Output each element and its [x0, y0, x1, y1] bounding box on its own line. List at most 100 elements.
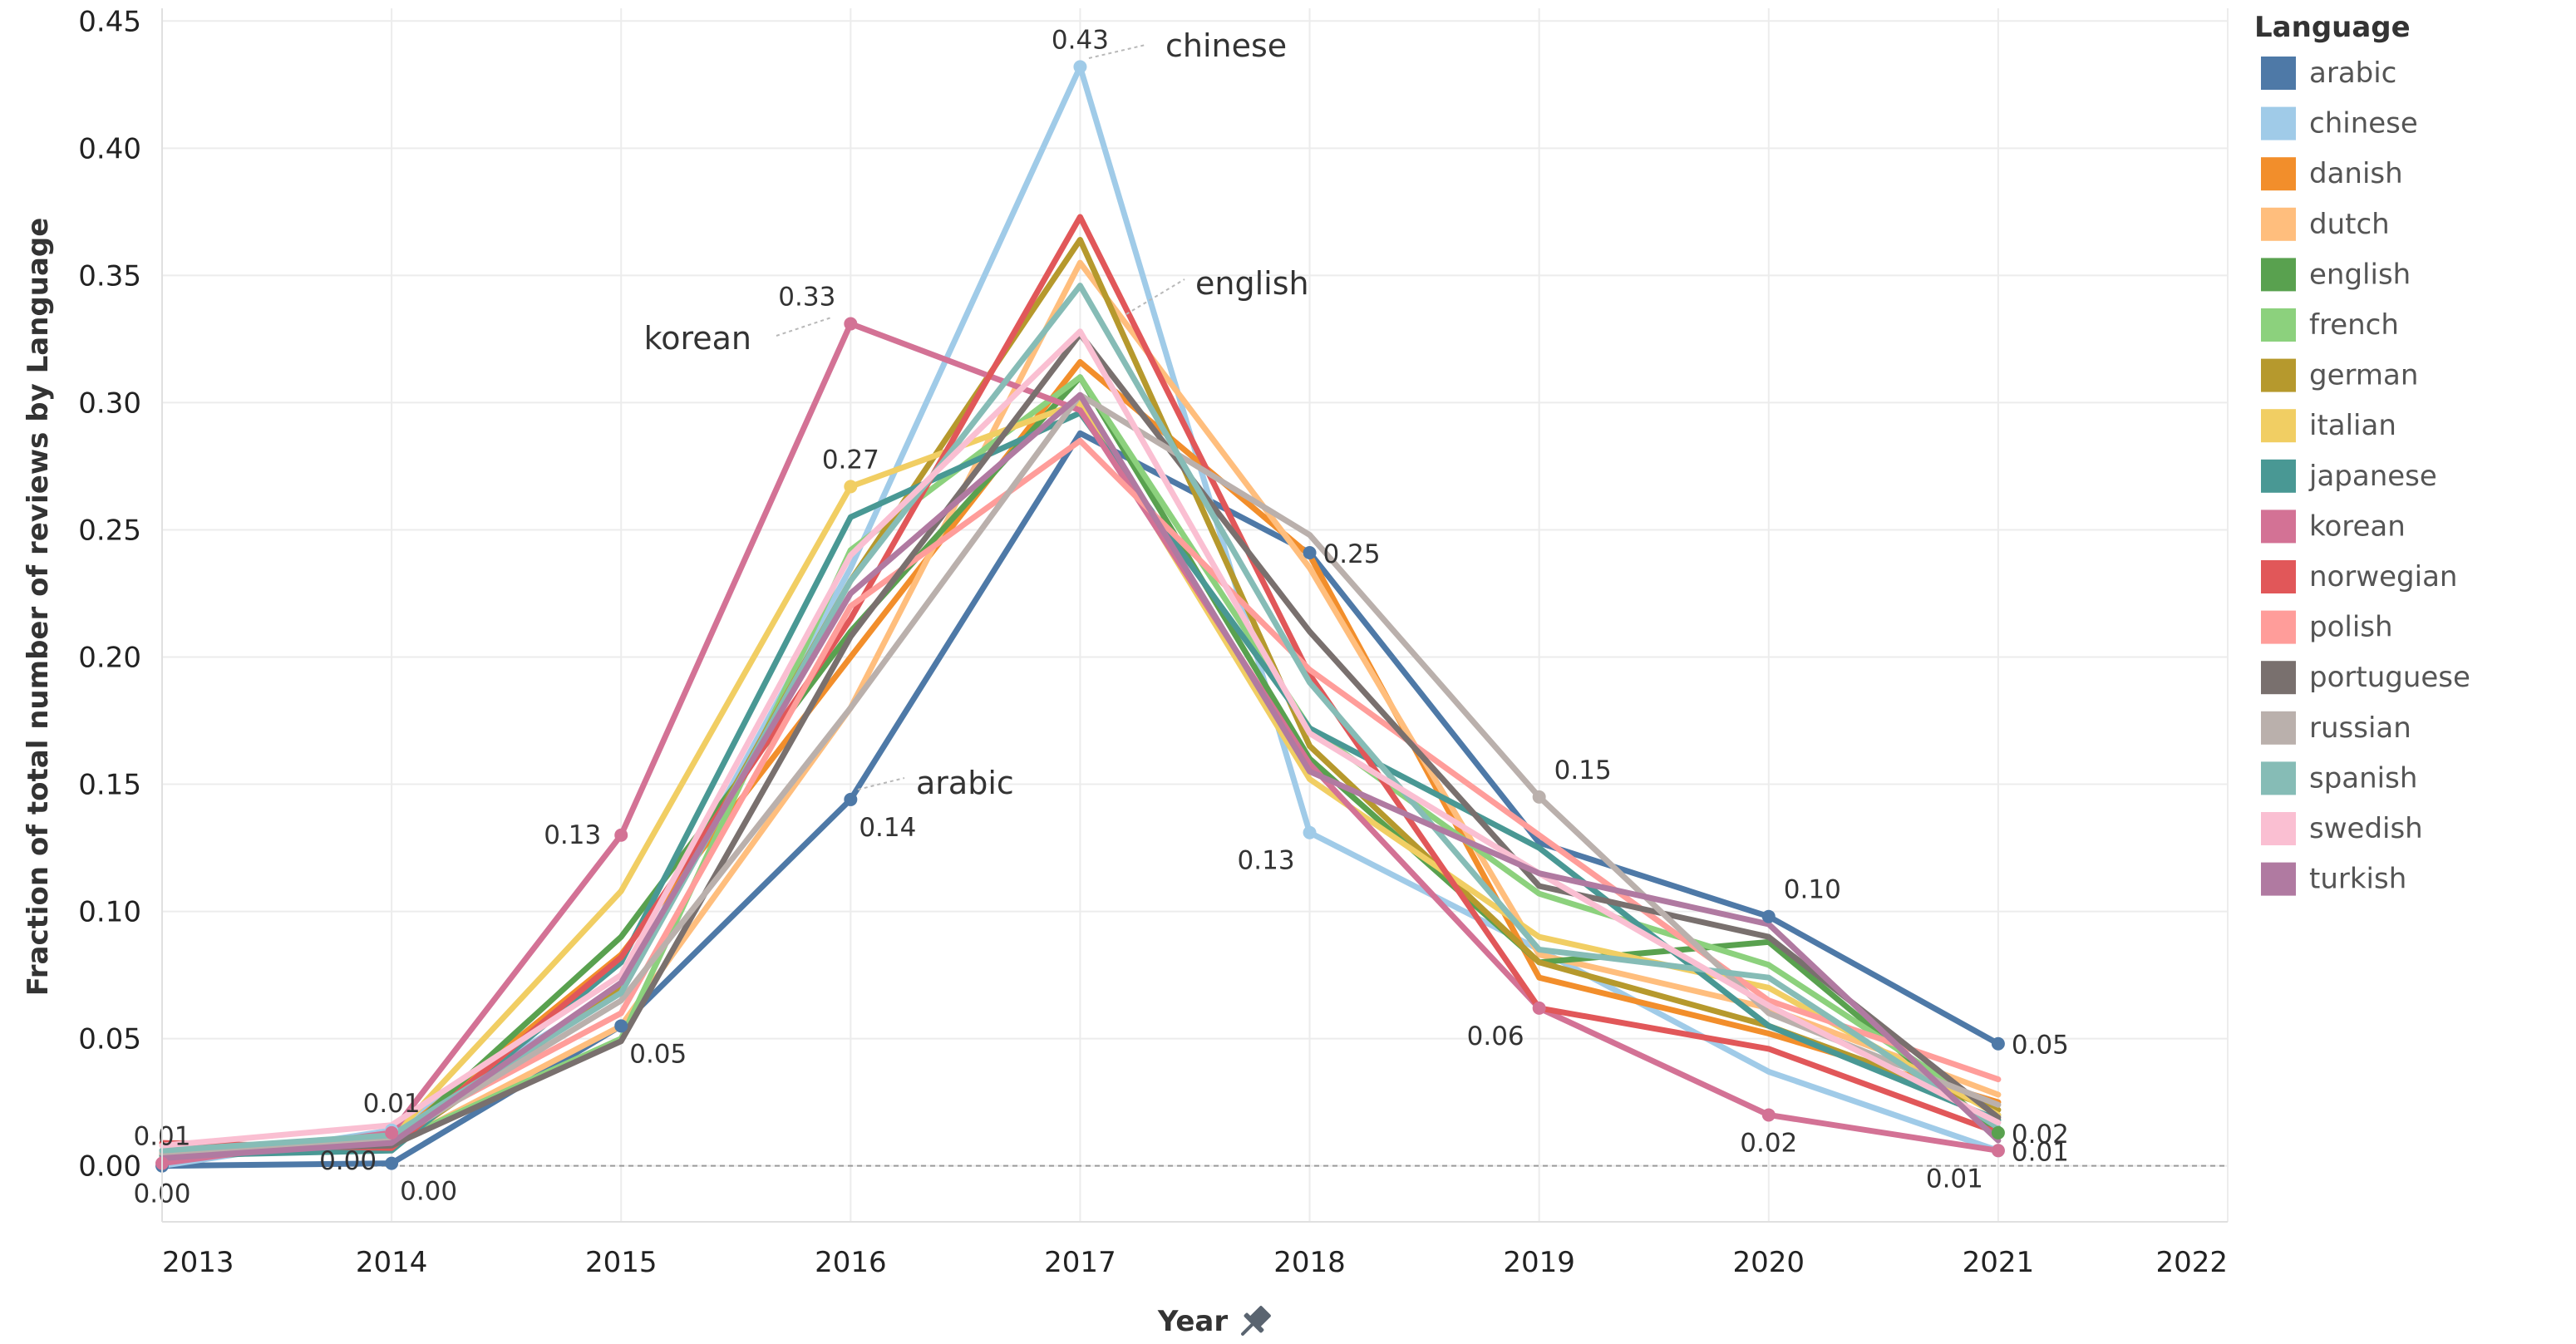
x-tick-label: 2015	[585, 1246, 658, 1279]
legend-swatch	[2261, 207, 2296, 241]
legend-label: swedish	[2309, 812, 2423, 845]
y-tick-label: 0.40	[78, 132, 141, 165]
data-label: 0.25	[1323, 539, 1381, 569]
data-label: 0.33	[778, 283, 835, 313]
data-label: 0.06	[1467, 1022, 1524, 1051]
series-line-swedish	[159, 328, 2002, 1149]
legend-item-russian[interactable]: russian	[2261, 711, 2411, 745]
data-label: 0.15	[1554, 756, 1612, 785]
data-label: 0.05	[629, 1039, 687, 1069]
y-tick-label: 0.20	[78, 642, 141, 675]
data-point-english	[1991, 1125, 2005, 1140]
x-tick-label: 2019	[1503, 1246, 1575, 1279]
data-point-korean	[844, 317, 858, 331]
series-annotation-chinese: chinese	[1165, 27, 1287, 64]
data-point-korean	[1761, 1108, 1776, 1122]
legend-label: russian	[2309, 711, 2411, 745]
y-tick-label: 0.15	[78, 769, 141, 802]
data-point-korean	[614, 828, 628, 842]
x-tick-label: 2013	[162, 1246, 234, 1279]
data-label: 0.10	[1784, 875, 1841, 905]
legend-label: japanese	[2308, 460, 2437, 493]
legend-swatch	[2261, 812, 2296, 845]
data-point-italian	[844, 480, 858, 494]
legend-item-arabic[interactable]: arabic	[2261, 57, 2396, 90]
legend-item-swedish[interactable]: swedish	[2261, 812, 2423, 845]
legend-item-chinese[interactable]: chinese	[2261, 106, 2418, 140]
legend-label: dutch	[2309, 208, 2390, 241]
legend-swatch	[2261, 661, 2296, 695]
legend-swatch	[2261, 258, 2296, 292]
legend-item-italian[interactable]: italian	[2261, 409, 2396, 443]
data-point-chinese	[1073, 60, 1087, 74]
legend-item-german[interactable]: german	[2261, 358, 2418, 392]
y-axis-title: Fraction of total number of reviews by L…	[22, 218, 55, 997]
legend: Language arabic chinese danish dutch english…	[2254, 11, 2470, 896]
legend-label: danish	[2309, 157, 2403, 190]
x-tick-label: 2022	[2155, 1246, 2228, 1279]
annotation-leader-line	[1125, 278, 1185, 315]
data-labels: 0.00 0.00 0.05 0.14 0.25 0.10 0.05 0.01 0.43 0.13…	[133, 25, 2068, 1209]
legend-item-portuguese[interactable]: portuguese	[2261, 661, 2470, 695]
x-axis-title: Year	[1157, 1305, 1229, 1338]
legend-swatch	[2261, 409, 2296, 443]
series-line-korean	[159, 321, 2002, 1167]
legend-item-polish[interactable]: polish	[2261, 610, 2393, 644]
legend-label: chinese	[2309, 107, 2418, 140]
legend-item-norwegian[interactable]: norwegian	[2261, 560, 2457, 593]
pin-icon[interactable]	[1234, 1302, 1274, 1342]
data-label: 0.43	[1052, 25, 1109, 55]
legend-item-japanese[interactable]: japanese	[2261, 459, 2437, 493]
data-point-arabic	[1303, 546, 1317, 560]
legend-item-danish[interactable]: danish	[2261, 157, 2403, 191]
x-tick-label: 2017	[1044, 1246, 1116, 1279]
legend-swatch	[2261, 57, 2296, 90]
legend-item-french[interactable]: french	[2261, 308, 2399, 342]
series-line-arabic	[159, 430, 2002, 1169]
legend-label: french	[2309, 308, 2399, 342]
data-label: 0.02	[1740, 1128, 1797, 1158]
series-annotations: chinese english korean arabic	[644, 27, 1309, 801]
legend-swatch	[2261, 610, 2296, 644]
x-tick-label: 2014	[356, 1246, 428, 1279]
grid	[161, 8, 2229, 1222]
legend-swatch	[2261, 106, 2296, 140]
legend-label: korean	[2309, 510, 2406, 543]
data-label: 0.13	[544, 820, 601, 850]
y-tick-label: 0.10	[78, 896, 141, 929]
annotation-leader-line	[1088, 44, 1146, 59]
legend-label: italian	[2309, 409, 2396, 442]
legend-item-spanish[interactable]: spanish	[2261, 761, 2417, 795]
legend-label: german	[2309, 359, 2418, 392]
data-point-arabic	[385, 1156, 399, 1170]
legend-item-turkish[interactable]: turkish	[2261, 862, 2406, 896]
legend-item-korean[interactable]: korean	[2261, 510, 2406, 544]
data-label: 0.14	[859, 813, 916, 843]
data-point-arabic	[1991, 1036, 2005, 1051]
legend-swatch	[2261, 459, 2296, 493]
x-tick-label: 2021	[1963, 1246, 2035, 1279]
y-tick-label: 0.05	[78, 1023, 141, 1056]
legend-item-dutch[interactable]: dutch	[2261, 208, 2390, 241]
data-point-korean	[385, 1125, 399, 1140]
legend-swatch	[2261, 308, 2296, 342]
x-tick-label: 2020	[1733, 1246, 1805, 1279]
data-label: 0.13	[1238, 846, 1295, 876]
legend-swatch	[2261, 560, 2296, 593]
series-annotation-korean: korean	[644, 320, 751, 357]
legend-label: portuguese	[2309, 661, 2470, 694]
y-tick-label: 0.25	[78, 514, 141, 547]
legend-label: norwegian	[2309, 560, 2457, 593]
data-label: 0.01	[1926, 1164, 1983, 1194]
data-point-arabic	[844, 792, 858, 806]
data-point-russian	[1532, 790, 1546, 804]
data-point-korean	[1991, 1144, 2005, 1158]
legend-title: Language	[2254, 11, 2411, 44]
legend-label: spanish	[2309, 761, 2417, 795]
data-point-korean	[1532, 1001, 1546, 1015]
data-label: 0.05	[2012, 1031, 2069, 1061]
legend-item-english[interactable]: english	[2261, 258, 2411, 292]
legend-label: turkish	[2309, 863, 2406, 896]
data-label: 0.01	[363, 1089, 421, 1119]
